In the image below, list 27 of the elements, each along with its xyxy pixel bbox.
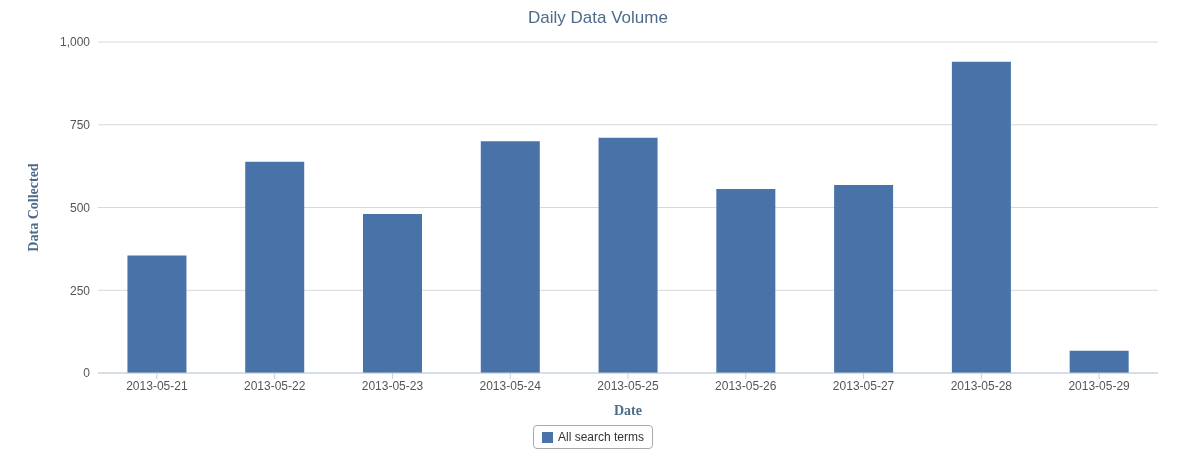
x-tick-label: 2013-05-24 xyxy=(479,378,542,393)
bar xyxy=(363,214,422,373)
y-tick-label: 250 xyxy=(69,283,91,298)
y-tick-label: 1,000 xyxy=(59,35,91,50)
x-tick-label: 2013-05-23 xyxy=(361,378,424,393)
bar xyxy=(951,61,1011,373)
bar xyxy=(127,255,187,373)
y-tick-label: 500 xyxy=(69,200,91,215)
bar xyxy=(834,184,894,373)
y-tick-label: 0 xyxy=(83,366,91,381)
bar xyxy=(598,137,658,373)
x-tick-label: 2013-05-21 xyxy=(126,378,188,393)
x-tick-label: 2013-05-27 xyxy=(832,378,895,393)
legend-label: All search terms xyxy=(557,430,645,444)
x-tick-label: 2013-05-22 xyxy=(243,378,306,393)
chart-title: Daily Data Volume xyxy=(527,8,669,29)
bar xyxy=(1069,350,1129,373)
x-axis-title: Date xyxy=(614,403,642,418)
bar xyxy=(716,188,776,373)
bar xyxy=(245,161,305,373)
y-tick-label: 750 xyxy=(69,118,91,133)
x-tick-label: 2013-05-29 xyxy=(1068,378,1131,393)
x-tick-label: 2013-05-28 xyxy=(950,378,1013,393)
x-tick-label: 2013-05-25 xyxy=(597,378,660,393)
bar xyxy=(480,141,540,373)
x-tick-label: 2013-05-26 xyxy=(715,378,777,393)
y-axis-title: Data Collected xyxy=(25,163,41,252)
